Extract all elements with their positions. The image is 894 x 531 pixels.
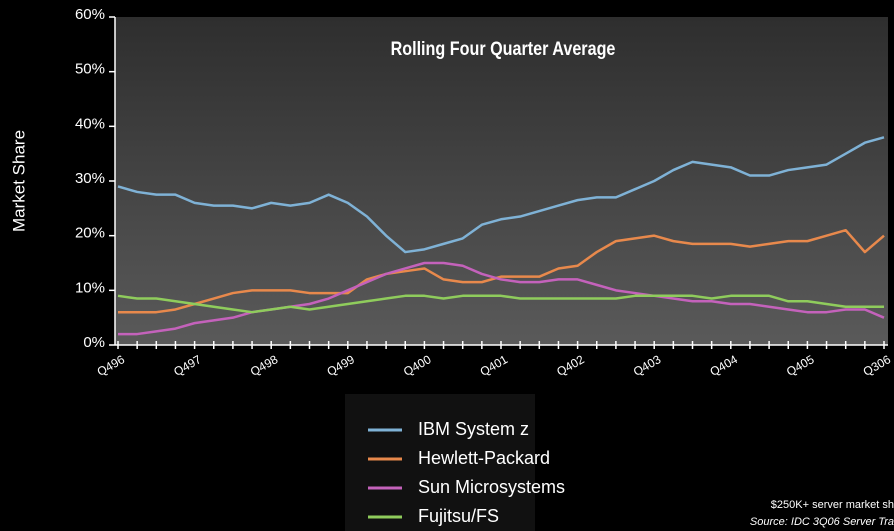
x-tick-label: Q497 — [171, 352, 204, 379]
x-tick-label: Q404 — [707, 352, 740, 379]
y-tick-label: 10% — [75, 279, 105, 296]
y-tick-label: 60% — [75, 6, 105, 23]
x-tick-label: Q403 — [631, 352, 664, 379]
x-tick-label: Q499 — [324, 352, 357, 379]
x-tick-label: Q498 — [248, 352, 281, 379]
x-tick-label: Q401 — [478, 352, 511, 379]
y-tick-label: 30% — [75, 170, 105, 187]
legend-label: Sun Microsystems — [418, 477, 565, 497]
y-tick-label: 0% — [83, 334, 105, 351]
series-line — [117, 294, 884, 314]
x-tick-label: Q400 — [401, 352, 434, 379]
y-tick-label: 40% — [75, 115, 105, 132]
legend-label: IBM System z — [418, 419, 529, 439]
y-tick-label: 20% — [75, 225, 105, 242]
x-tick-label: Q306 — [861, 352, 894, 379]
legend-label: Hewlett-Packard — [418, 448, 550, 468]
source: Source: IDC 3Q06 Server Tra — [750, 516, 894, 528]
footnote: $250K+ server market sh — [771, 499, 894, 511]
series-line — [117, 136, 885, 254]
x-tick-label: Q496 — [95, 352, 128, 379]
legend-label: Fujitsu/FS — [418, 506, 499, 526]
series-line — [118, 228, 885, 314]
x-tick-label: Q405 — [784, 352, 817, 379]
chart-title: Rolling Four Quarter Average — [391, 38, 616, 60]
y-tick-label: 50% — [75, 61, 105, 78]
y-axis-label: Market Share — [9, 130, 28, 232]
x-tick-label: Q402 — [554, 352, 587, 379]
legend-box — [345, 394, 535, 531]
series-line — [118, 261, 885, 336]
